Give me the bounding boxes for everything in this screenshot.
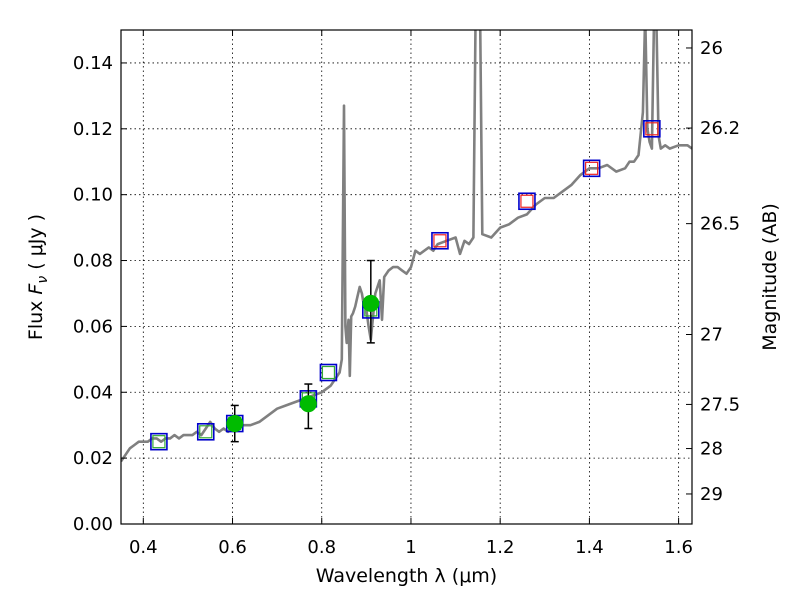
observed-point [362,294,380,312]
right-tick-label: 27 [700,324,723,345]
x-tick-label: 0.8 [307,537,336,558]
model-band-inner-square [152,435,166,449]
right-tick-label: 26 [700,38,723,59]
y-tick-label: 0.12 [73,119,113,140]
model-band-inner-square [585,161,599,175]
y-tick-label: 0.00 [73,514,113,535]
model-band-inner-square [520,194,534,208]
y-tick-label: 0.02 [73,448,113,469]
data-series [121,30,692,463]
model-band-square [582,159,601,178]
right-tick-label: 28 [700,439,723,460]
right-axis-label: Magnitude (AB) [759,203,781,351]
y-tick-label: 0.08 [73,251,113,272]
y-axis-label: Flux Fν ( μJy ) [25,214,51,340]
right-tick-label: 29 [700,484,723,505]
observed-point [299,395,317,413]
model-band-square [150,432,168,451]
y-tick-label: 0.06 [73,316,113,337]
x-tick-label: 0.6 [218,537,247,558]
y-tick-label: 0.04 [73,382,113,403]
y-tick-label: 0.10 [73,185,113,206]
model-band-inner-square [199,425,213,439]
right-tick-label: 26.2 [700,118,740,139]
model-band-inner-square [321,365,336,380]
x-tick-label: 1 [405,537,416,558]
x-tick-label: 1.2 [486,537,515,558]
right-tick-label: 26.5 [700,214,740,235]
model-band-square [196,422,215,441]
grid-lines [121,30,692,525]
model-band-inner-square [645,122,659,136]
model-band-square [518,192,536,211]
x-tick-label: 0.4 [129,537,158,558]
axis-ticks: 0.4 0.6 0.8 1 1.2 1.4 1.6 0.00 0.02 0.04 0.06 0.08 0… [73,30,740,558]
model-band-inner-square [433,234,447,248]
x-tick-label: 1.4 [575,537,604,558]
model-band-square [319,363,338,382]
model-sed-line [121,30,692,463]
model-band-square [643,120,661,138]
plot-frame [120,29,693,525]
right-tick-label: 27.5 [700,394,740,415]
x-axis-label: Wavelength λ (μm) [316,565,497,587]
observed-point [226,415,244,433]
x-tick-label: 1.6 [664,537,693,558]
model-band-square [431,231,449,250]
y-tick-label: 0.14 [73,53,113,74]
